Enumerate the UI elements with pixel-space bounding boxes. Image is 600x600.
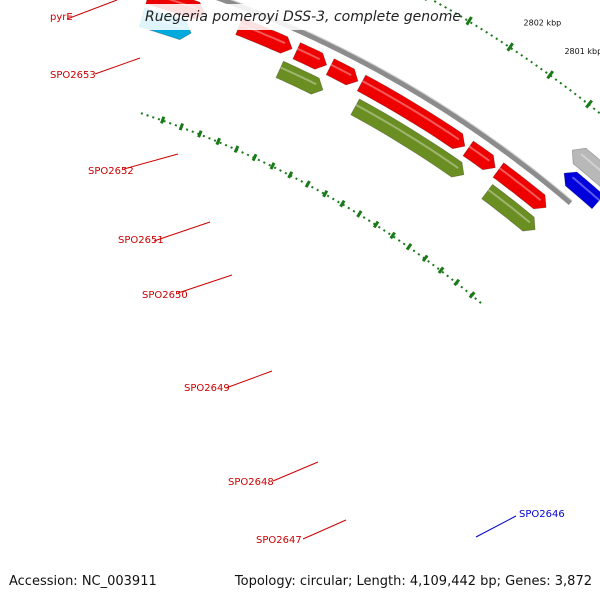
feature-green-2-body (350, 98, 465, 178)
feature-green-2 (350, 98, 465, 178)
feature-spo2650 (325, 58, 359, 86)
feature-green-1 (275, 60, 324, 95)
feature-spo2649r (356, 74, 466, 150)
gene-label-spo2646: SPO2646 (519, 509, 565, 520)
inner-tick (405, 243, 413, 251)
gene-label-spo2648: SPO2648 (228, 477, 274, 488)
feature-spo2648r-body (462, 140, 496, 171)
feature-spo2651-shine (297, 47, 321, 61)
inner-tick (322, 189, 329, 198)
feature-spo2651-body (292, 42, 328, 70)
feature-spo2647r-shine (499, 167, 542, 201)
inner-tick (389, 231, 396, 240)
feature-green-2-shine (355, 104, 459, 169)
leader-spo2650 (177, 274, 233, 294)
leader-spo2652 (123, 153, 179, 170)
leader-spo2648 (272, 461, 319, 482)
inner-tick (233, 145, 240, 154)
inner-tick (251, 153, 258, 162)
feature-spo2648r-shine (468, 145, 490, 162)
title-backdrop (138, 4, 438, 30)
leader-spo2646 (475, 515, 517, 538)
feature-spo2647r-body (492, 162, 547, 210)
feature-spo2646-gray-shine (580, 153, 600, 172)
gene-label-spo2653: SPO2653 (50, 70, 96, 81)
leader-spo2647 (302, 519, 347, 540)
feature-green-1-shine (280, 66, 317, 86)
feature-spo2650-shine (330, 63, 352, 76)
leader-spo2649 (225, 370, 273, 389)
feature-spo2647r (492, 162, 547, 210)
inner-tick (372, 220, 380, 229)
tick-mark (465, 16, 473, 26)
feature-green-3 (481, 183, 536, 232)
inner-tick (304, 180, 311, 188)
leader-spo2651 (153, 221, 211, 242)
inner-tick (339, 199, 346, 208)
gene-label-pyre: pyrE (50, 12, 73, 23)
feature-spo2646-blue (563, 171, 600, 210)
tick-label: 2801 kbp (564, 47, 600, 56)
feature-green-3-shine (487, 189, 531, 224)
tick-label: 2803 kbp (481, 0, 519, 1)
leader-spo2653 (94, 57, 141, 75)
gene-label-spo2649: SPO2649 (184, 383, 230, 394)
gene-label-spo2647: SPO2647 (256, 535, 302, 546)
feature-spo2648r (462, 140, 496, 171)
leader-pyre (66, 0, 118, 20)
gene-label-spo2651: SPO2651 (118, 235, 164, 246)
accession-text: Accession: NC_003911 (9, 574, 157, 589)
feature-spo2646-blue-body (563, 171, 600, 210)
inner-tick (437, 266, 445, 274)
tick-label: 2802 kbp (524, 18, 562, 27)
inner-tick (160, 116, 166, 124)
gene-label-spo2652: SPO2652 (88, 166, 134, 177)
feature-spo2646-gray-body (571, 147, 600, 187)
tick-mark (546, 70, 555, 80)
tick-mark (585, 99, 594, 109)
topology-text: Topology: circular; Length: 4,109,442 bp… (234, 574, 592, 589)
feature-green-1-body (275, 60, 324, 95)
feature-spo2649r-shine (362, 80, 460, 141)
feature-spo2646-blue-shine (571, 176, 600, 202)
inner-tick (468, 291, 476, 299)
tick-mark (506, 42, 514, 52)
inner-tick (215, 137, 221, 146)
feature-spo2646-gray (571, 147, 600, 187)
inner-tick (287, 171, 294, 179)
inner-tick (269, 162, 276, 170)
inner-tick (421, 254, 429, 263)
feature-spo2651 (292, 42, 328, 70)
inner-tick (197, 130, 203, 138)
feature-green-3-body (481, 183, 536, 232)
inner-tick (178, 123, 184, 131)
gene-label-spo2650: SPO2650 (142, 290, 188, 301)
feature-spo2650-body (325, 58, 359, 86)
inner-tick (453, 278, 461, 287)
inner-tick (356, 210, 363, 218)
genome-title: Ruegeria pomeroyi DSS-3, complete genome (145, 9, 461, 25)
feature-spo2649r-body (356, 74, 466, 150)
